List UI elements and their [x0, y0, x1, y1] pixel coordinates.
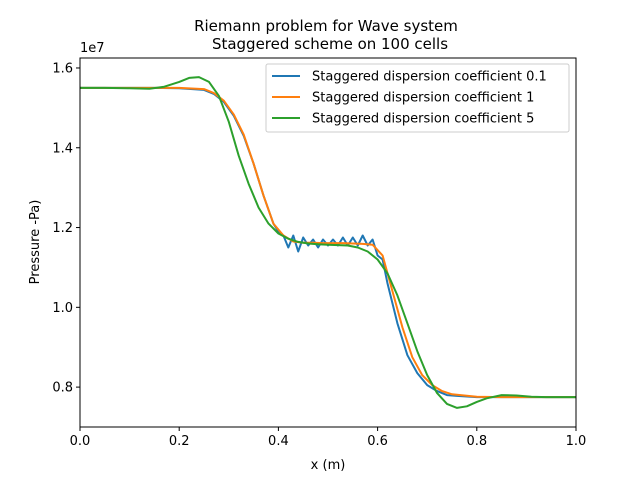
plot-frame [79, 57, 577, 428]
legend-label-1: Staggered dispersion coefficient 1 [312, 91, 534, 106]
series-line-2 [80, 76, 576, 409]
legend-box [265, 63, 570, 133]
legend-entries: Staggered dispersion coefficient 0.1 Stag… [272, 70, 547, 127]
x-tick-label: 0.2 [169, 434, 190, 449]
chart-subtitle: Staggered scheme on 100 cells [212, 35, 448, 53]
x-tick-label: 1.0 [566, 434, 587, 449]
x-tick-label: 0.4 [268, 434, 289, 449]
x-axis-ticks: 0.0 0.2 0.4 0.6 0.8 1.0 [70, 427, 587, 449]
legend-label-0: Staggered dispersion coefficient 0.1 [312, 70, 547, 85]
x-tick-label: 0.8 [466, 434, 487, 449]
y-axis-label: Pressure -Pa) [28, 200, 43, 285]
y-axis-ticks: 0.8 1.0 1.2 1.4 1.6 [52, 61, 80, 396]
x-axis-label: x (m) [311, 458, 346, 473]
y-tick-label: 0.8 [52, 381, 73, 396]
y-tick-label: 1.6 [52, 61, 73, 76]
y-tick-label: 1.0 [52, 301, 73, 316]
legend-label-2: Staggered dispersion coefficient 5 [312, 112, 534, 127]
chart-title: Riemann problem for Wave system [194, 17, 458, 35]
plot-lines [80, 76, 576, 409]
legend: Staggered dispersion coefficient 0.1 Stag… [265, 63, 570, 133]
x-tick-label: 0.6 [367, 434, 388, 449]
series-line-1 [80, 86, 576, 399]
y-tick-label: 1.4 [52, 141, 73, 156]
y-multiplier-label: 1e7 [80, 41, 105, 56]
y-tick-label: 1.2 [52, 221, 73, 236]
x-tick-label: 0.0 [70, 434, 91, 449]
